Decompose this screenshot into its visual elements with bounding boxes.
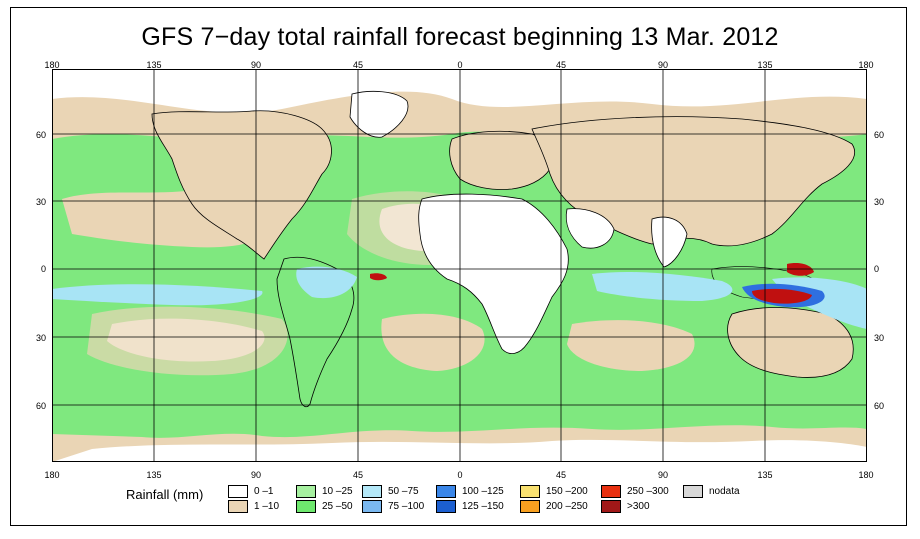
legend-label: >300 — [627, 501, 650, 512]
legend-swatch — [296, 485, 316, 498]
top-tick-label: 45 — [352, 60, 363, 70]
australia — [727, 307, 854, 378]
right-tick-label: 30 — [874, 333, 885, 343]
africa — [418, 193, 569, 354]
legend-title: Rainfall (mm) — [126, 487, 204, 502]
bottom-tick-label: 135 — [757, 470, 773, 480]
right-tick-label: 60 — [874, 401, 885, 411]
legend-label: 25 –50 — [322, 501, 353, 512]
legend-swatch — [601, 500, 621, 513]
indonesia-extreme — [752, 288, 812, 304]
right-tick-label: 60 — [874, 130, 885, 140]
top-tick-label: 180 — [44, 60, 60, 70]
bottom-tick-label: 180 — [44, 470, 60, 480]
south-pacific-light — [87, 306, 288, 376]
legend-swatch — [601, 485, 621, 498]
top-tick-label: 0 — [457, 60, 463, 70]
top-tick-label: 45 — [555, 60, 566, 70]
legend-label: 10 –25 — [322, 486, 353, 497]
bottom-tick-label: 180 — [858, 470, 874, 480]
legend-swatch — [436, 485, 456, 498]
legend-swatch — [228, 485, 248, 498]
legend-label: 200 –250 — [546, 501, 588, 512]
legend-label: 125 –150 — [462, 501, 504, 512]
indian-ocean-heavy — [592, 271, 733, 301]
legend-swatch — [436, 500, 456, 513]
legend-swatch — [683, 485, 703, 498]
greenland — [349, 90, 409, 138]
bottom-tick-label: 90 — [250, 470, 261, 480]
legend-label: 150 –200 — [546, 486, 588, 497]
legend-swatch — [228, 500, 248, 513]
left-tick-label: 30 — [35, 197, 46, 207]
map-title: GFS 7−day total rainfall forecast beginn… — [141, 23, 779, 51]
legend-label: 1 –10 — [254, 501, 280, 512]
legend-label: 100 –125 — [462, 486, 504, 497]
map-border — [52, 69, 867, 462]
top-tick-label: 90 — [657, 60, 668, 70]
left-tick-label: 30 — [35, 333, 46, 343]
bottom-tick-label: 90 — [657, 470, 668, 480]
left-tick-label: 60 — [35, 401, 46, 411]
legend-label: 75 –100 — [388, 501, 425, 512]
bottom-tick-label: 45 — [555, 470, 566, 480]
top-tick-label: 135 — [757, 60, 773, 70]
graticule — [52, 69, 867, 462]
legend-swatch — [520, 500, 540, 513]
left-tick-label: 60 — [35, 130, 46, 140]
itcz-pacific-heavy — [52, 284, 263, 306]
legend-swatch — [362, 500, 382, 513]
legend-swatch — [296, 500, 316, 513]
amazon-heavy — [296, 266, 357, 299]
legend-swatch — [520, 485, 540, 498]
rainfall-map — [52, 69, 867, 462]
legend-swatch — [362, 485, 382, 498]
south-atlantic-light — [381, 313, 485, 371]
left-tick-label: 0 — [40, 264, 46, 274]
india — [651, 216, 688, 268]
bottom-tick-label: 45 — [352, 470, 363, 480]
north-america — [151, 110, 332, 260]
brazil-extreme — [370, 273, 387, 281]
europe — [449, 130, 554, 190]
bottom-tick-label: 0 — [457, 470, 463, 480]
top-tick-label: 180 — [858, 60, 874, 70]
legend-label: 0 –1 — [254, 486, 274, 497]
right-tick-label: 0 — [874, 264, 880, 274]
right-tick-label: 30 — [874, 197, 885, 207]
top-tick-label: 90 — [250, 60, 261, 70]
legend-label: 50 –75 — [388, 486, 419, 497]
bottom-tick-label: 135 — [146, 470, 162, 480]
legend-label: nodata — [709, 486, 740, 497]
arabia — [565, 208, 615, 249]
top-tick-label: 135 — [146, 60, 162, 70]
legend-label: 250 –300 — [627, 486, 669, 497]
